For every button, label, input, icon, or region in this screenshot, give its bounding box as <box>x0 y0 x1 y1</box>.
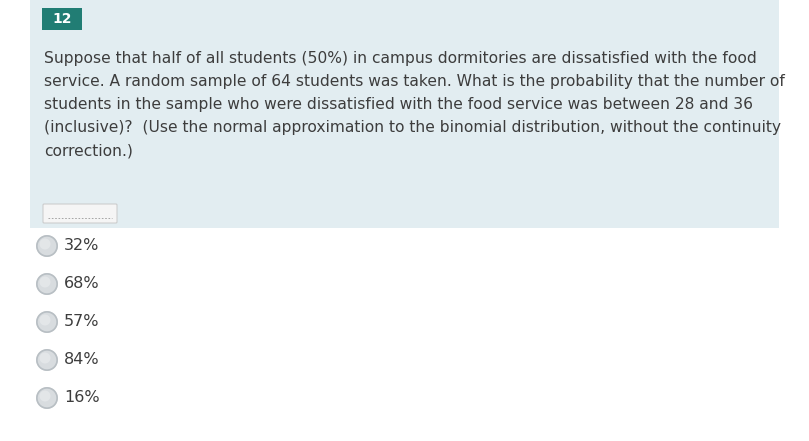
Circle shape <box>40 314 50 325</box>
Text: students in the sample who were dissatisfied with the food service was between 2: students in the sample who were dissatis… <box>44 97 753 112</box>
Circle shape <box>36 349 58 371</box>
Circle shape <box>40 352 50 363</box>
Circle shape <box>36 273 58 295</box>
Text: 57%: 57% <box>64 314 100 329</box>
Circle shape <box>36 311 58 333</box>
Text: 68%: 68% <box>64 277 100 292</box>
Circle shape <box>37 274 57 294</box>
Circle shape <box>37 388 57 408</box>
Circle shape <box>40 239 50 250</box>
Text: (inclusive)?  (Use the normal approximation to the binomial distribution, withou: (inclusive)? (Use the normal approximati… <box>44 120 781 135</box>
Text: 84%: 84% <box>64 352 100 367</box>
FancyBboxPatch shape <box>42 8 82 30</box>
Text: 16%: 16% <box>64 390 100 406</box>
Text: Suppose that half of all students (50%) in campus dormitories are dissatisfied w: Suppose that half of all students (50%) … <box>44 51 756 66</box>
Circle shape <box>37 350 57 370</box>
Circle shape <box>40 277 50 288</box>
Text: correction.): correction.) <box>44 143 133 158</box>
Circle shape <box>37 236 57 256</box>
FancyBboxPatch shape <box>43 204 117 223</box>
FancyBboxPatch shape <box>30 0 779 228</box>
Text: 12: 12 <box>53 12 72 26</box>
Circle shape <box>37 312 57 332</box>
Circle shape <box>36 387 58 409</box>
Text: 32%: 32% <box>64 239 100 254</box>
Circle shape <box>40 390 50 401</box>
Circle shape <box>36 235 58 257</box>
Text: service. A random sample of 64 students was taken. What is the probability that : service. A random sample of 64 students … <box>44 74 785 89</box>
